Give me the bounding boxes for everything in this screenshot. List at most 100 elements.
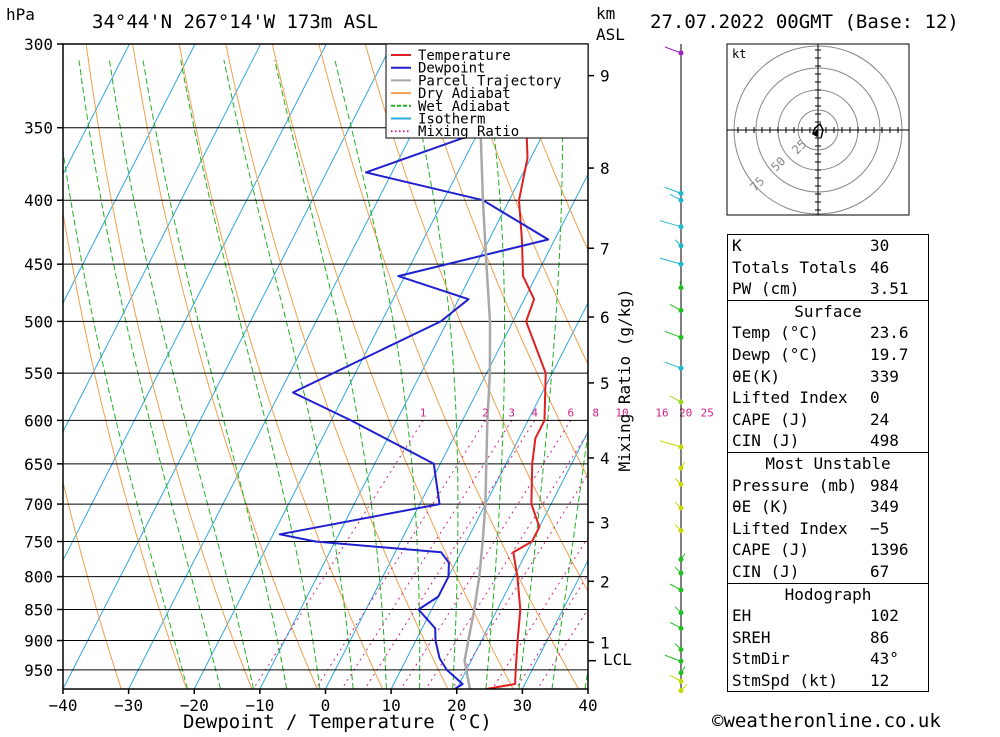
credit: ©weatheronline.co.uk [712, 710, 941, 732]
mixing-ratio-line [426, 420, 596, 689]
surface-theta-row: θE(K)339 [728, 366, 928, 388]
wind-barb [665, 47, 681, 53]
wind-barb [665, 331, 681, 337]
pressure-tick-label: 700 [24, 495, 53, 514]
isotherm [129, 44, 458, 689]
dry-adiabat [40, 44, 187, 689]
pressure-tick-label: 600 [24, 411, 53, 430]
dry-adiabat [226, 44, 448, 689]
wet-adiabat [519, 60, 563, 689]
pressure-tick-label: 350 [24, 119, 53, 138]
wind-barb [675, 525, 681, 531]
surface-cape-row: CAPE (J)24 [728, 409, 928, 431]
mu-cape-row: CAPE (J)1396 [728, 539, 928, 561]
wind-barb [670, 675, 681, 681]
height-tick-label: 6 [600, 308, 610, 327]
wind-barb [660, 258, 681, 264]
mixing-ratio-tick-label: 3 [508, 406, 515, 419]
pressure-tick-label: 750 [24, 533, 53, 552]
hodograph-unit: kt [732, 47, 746, 61]
mixing-ratio-tick-label: 25 [701, 406, 714, 419]
height-tick-label: 4 [600, 449, 610, 468]
pressure-unit: hPa [6, 5, 35, 24]
wind-barb [675, 644, 681, 650]
surface-dewp-row: Dewp (°C)19.7 [728, 344, 928, 366]
wind-barb [675, 502, 681, 508]
km-label: km [596, 4, 615, 23]
height-tick-label: 7 [600, 239, 610, 258]
wind-barb [660, 441, 681, 447]
pressure-tick-label: 800 [24, 568, 53, 587]
legend-entry: Mixing Ratio [418, 124, 519, 140]
asl-label: ASL [596, 25, 625, 44]
wet-adiabat [335, 60, 420, 689]
wet-adiabat [484, 60, 505, 689]
isotherm [0, 44, 129, 689]
mu-cin-row: CIN (J)67 [728, 561, 928, 583]
wind-barb [681, 685, 687, 691]
location: 34°44'N 267°14'W 173m ASL [92, 11, 378, 33]
x-tick-label: −30 [114, 696, 143, 715]
mixing-ratio-line [253, 420, 423, 689]
dry-adiabat [133, 44, 318, 689]
wind-barb [670, 304, 681, 310]
wind-barb [675, 607, 681, 613]
wind-barb [675, 567, 681, 573]
series-parcel-trajectory [465, 44, 490, 689]
pressure-tick-label: 500 [24, 312, 53, 331]
most-unstable-title: Most Unstable [728, 452, 928, 475]
height-tick-label: 9 [600, 67, 610, 86]
mixing-ratio-tick-label: 2 [482, 406, 489, 419]
mu-pressure-row: Pressure (mb)984 [728, 475, 928, 497]
pw-row: PW (cm)3.51 [728, 278, 928, 300]
height-tick-label: 8 [600, 159, 610, 178]
pressure-tick-label: 450 [24, 255, 53, 274]
datetime: 27.07.2022 00GMT (Base: 12) [650, 11, 959, 33]
height-tick-label: 2 [600, 572, 610, 591]
pressure-tick-label: 900 [24, 632, 53, 651]
stmspd-row: StmSpd (kt)12 [728, 670, 928, 692]
pressure-tick-label: 950 [24, 661, 53, 680]
mixing-ratio-tick-label: 6 [567, 406, 574, 419]
series-dewpoint [280, 44, 602, 689]
axes: 3003504004505005506006507007508008509009… [24, 35, 714, 715]
wind-barb [665, 362, 681, 368]
profile-series [280, 44, 602, 689]
wind-barb [675, 240, 681, 246]
mixing-ratio-tick-label: 1 [420, 406, 427, 419]
surface-title: Surface [728, 300, 928, 323]
wet-adiabat [109, 60, 253, 689]
wind-barb [670, 396, 681, 402]
pressure-tick-label: 850 [24, 601, 53, 620]
wind-profile [660, 44, 687, 693]
wind-barb [665, 655, 681, 661]
lcl-label: LCL [603, 650, 632, 669]
wind-barb [665, 187, 681, 193]
x-tick-label: −40 [49, 696, 78, 715]
x-tick-label: 40 [578, 696, 597, 715]
mixing-ratio-tick-label: 8 [592, 406, 599, 419]
hodograph-title: Hodograph [728, 583, 928, 606]
pressure-tick-label: 300 [24, 35, 53, 54]
plot-frame [63, 44, 588, 689]
surface-cin-row: CIN (J)498 [728, 430, 928, 452]
isotherm [260, 44, 589, 689]
mixing-ratio-label: Mixing Ratio (g/kg) [615, 288, 634, 471]
wind-barb [660, 221, 681, 227]
height-tick-label: 3 [600, 513, 610, 532]
height-tick-label: 5 [600, 374, 610, 393]
pressure-tick-label: 650 [24, 455, 53, 474]
x-axis-label: Dewpoint / Temperature (°C) [183, 711, 492, 733]
isotherm [194, 44, 523, 689]
dry-adiabat [365, 44, 644, 689]
mixing-ratio-line [365, 420, 535, 689]
mu-theta-row: θE (K)349 [728, 496, 928, 518]
